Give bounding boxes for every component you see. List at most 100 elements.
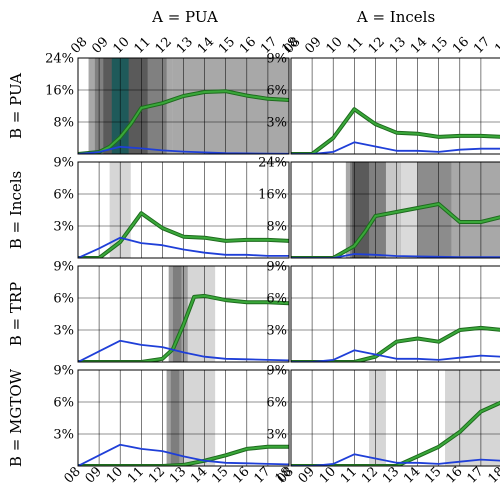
x-tick-label-top: 16 (237, 35, 259, 57)
y-tick-label: 8% (266, 220, 287, 235)
green-series-line (291, 203, 500, 258)
panel-frame (77, 161, 290, 259)
column-title-right: A = Incels (356, 8, 435, 26)
panel-pua-incels: 3% 6% 9% B = Incels (7, 156, 290, 259)
x-tick-label-top: 13 (174, 35, 196, 57)
x-tick-label-top: 11 (132, 35, 154, 57)
panel-incels-trp: 3% 6% 9% (266, 260, 500, 363)
panel-incels-incels: 8% 16% 24% (258, 156, 500, 259)
x-tick-label-bottom: 12 (359, 464, 381, 486)
y-tick-label: 16% (45, 84, 74, 99)
shaded-regions (345, 162, 500, 258)
panel-frame (77, 369, 290, 467)
x-tick-label-top: 09 (89, 35, 111, 57)
grid-lines (78, 370, 289, 466)
blue-series-line (291, 141, 500, 154)
panel-frame (290, 57, 500, 155)
shaded-regions (369, 370, 500, 466)
y-tick-label: 6% (266, 396, 287, 411)
x-tick-label-bottom: 17 (251, 464, 273, 486)
grid-lines (78, 266, 289, 362)
y-tick-label: 3% (53, 324, 74, 339)
x-tick-label-bottom: 13 (167, 464, 189, 486)
shaded-region (172, 266, 182, 362)
x-tick-label-bottom: 11 (125, 464, 147, 486)
x-tick-label-bottom: 16 (230, 464, 252, 486)
blue-series-line (291, 349, 500, 362)
x-tick-label-bottom: 10 (317, 464, 339, 486)
y-tick-label: 9% (266, 260, 287, 275)
x-tick-label-bottom: 13 (380, 464, 402, 486)
x-tick-label-top: 16 (450, 35, 472, 57)
green-series-line (291, 108, 500, 154)
x-tick-label-bottom: 10 (104, 464, 126, 486)
series-lines (291, 107, 500, 154)
shaded-region (385, 162, 401, 258)
series-lines (291, 325, 500, 362)
y-tick-label: 9% (266, 52, 287, 67)
blue-series-line (78, 339, 289, 362)
series-lines (78, 293, 289, 362)
shaded-regions (166, 370, 216, 466)
grid-lines (78, 58, 289, 154)
y-tick-label: 24% (258, 156, 287, 171)
x-tick-label-bottom: 12 (146, 464, 168, 486)
panels-layer: 8%16%24%B = PUA08091011121314151617183%6… (7, 35, 500, 487)
y-tick-label: 3% (266, 324, 287, 339)
y-tick-label: 9% (53, 156, 74, 171)
row-label: B = MGTOW (7, 368, 25, 467)
grid-lines (291, 370, 500, 466)
x-tick-label-bottom: 08 (62, 464, 84, 486)
x-tick-label-top: 15 (429, 35, 451, 57)
series-lines (291, 400, 500, 466)
series-lines (291, 202, 500, 258)
panel-frame (77, 57, 290, 155)
x-tick-label-bottom: 18 (486, 464, 500, 486)
y-tick-label: 9% (266, 364, 287, 379)
y-tick-label: 9% (53, 364, 74, 379)
blue-series-line (78, 443, 289, 466)
series-lines (78, 89, 289, 154)
shaded-region (172, 58, 289, 154)
green-series-line (291, 401, 500, 466)
y-tick-label: 16% (258, 188, 287, 203)
green-series-line (291, 326, 500, 362)
x-tick-label-bottom: 17 (464, 464, 486, 486)
column-title-left: A = PUA (151, 8, 218, 26)
panel-frame (77, 265, 290, 363)
green-series-line (78, 445, 289, 466)
y-tick-label: 6% (266, 292, 287, 307)
row-label: B = Incels (7, 171, 25, 250)
x-tick-label-bottom: 15 (422, 464, 444, 486)
x-tick-label-top: 18 (492, 35, 500, 57)
x-tick-label-bottom: 14 (188, 464, 210, 486)
grid-lines (291, 58, 500, 154)
x-tick-label-bottom: 09 (296, 464, 318, 486)
green-series-line (78, 294, 289, 362)
x-tick-label-bottom: 09 (83, 464, 105, 486)
green-series-line (78, 212, 289, 258)
y-tick-label: 6% (53, 396, 74, 411)
row-label: B = TRP (7, 282, 25, 347)
blue-series-line (78, 145, 289, 154)
series-lines (78, 443, 289, 466)
y-tick-label: 6% (53, 292, 74, 307)
x-tick-label-top: 15 (216, 35, 238, 57)
x-tick-label-top: 13 (387, 35, 409, 57)
shaded-regions (168, 266, 216, 362)
x-tick-label-bottom: 11 (338, 464, 360, 486)
x-tick-label-top: 10 (323, 35, 345, 57)
x-tick-label-top: 17 (471, 35, 493, 57)
blue-series-line (78, 236, 289, 258)
grid-lines (291, 266, 500, 362)
y-tick-label: 3% (266, 116, 287, 131)
panel-frame (290, 369, 500, 467)
blue-series-line (291, 253, 500, 258)
green-series-line (78, 90, 289, 154)
x-tick-label-bottom: 15 (209, 464, 231, 486)
